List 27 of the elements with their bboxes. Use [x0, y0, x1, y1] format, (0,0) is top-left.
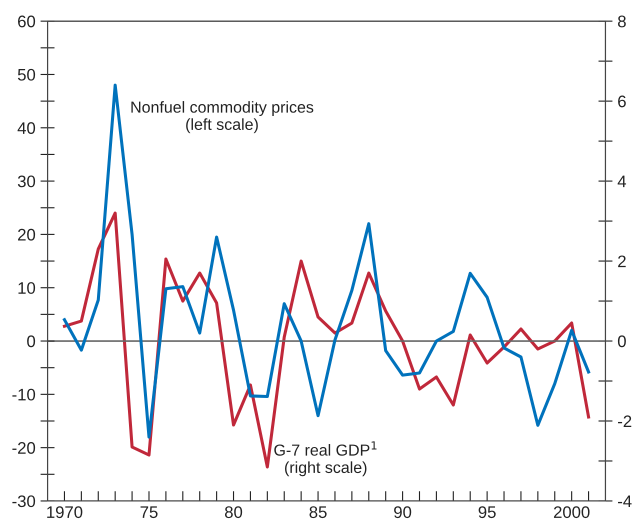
y-tick-label: 10	[18, 282, 36, 294]
y-tick-label: -30	[12, 495, 36, 508]
y2-tick-label: 8	[618, 16, 626, 28]
y-tick-label: -10	[12, 388, 36, 401]
y2-tick-label: 2	[618, 255, 626, 268]
x-tick-label: 1970	[47, 506, 82, 518]
y-tick-label: 50	[18, 68, 36, 81]
y2-tick-label: 6	[618, 96, 626, 108]
series-label: Nonfuel commodity prices (left scale)	[131, 101, 314, 134]
y-tick-label: 60	[18, 16, 36, 28]
x-tick-label: 2000	[554, 506, 590, 518]
y-tick-label: 30	[18, 175, 36, 188]
x-tick-label: 95	[478, 506, 496, 518]
y-tick-label: 0	[27, 335, 36, 348]
y2-tick-label: -2	[618, 415, 632, 428]
y-tick-label: 20	[18, 228, 36, 241]
series-label: G-7 real GDP$^{1}$ (right scale)	[274, 441, 376, 476]
y2-tick-label: 4	[618, 176, 626, 188]
x-tick-label: 90	[394, 506, 412, 518]
line-series	[62, 84, 590, 439]
y2-tick-label: -4	[618, 496, 632, 507]
x-tick-label: 80	[224, 506, 242, 518]
y2-tick-label: 0	[618, 335, 626, 348]
x-tick-label: 75	[140, 506, 158, 518]
y-tick-label: 40	[18, 122, 36, 134]
y-tick-label: -20	[12, 442, 36, 454]
x-tick-label: 85	[310, 506, 327, 518]
